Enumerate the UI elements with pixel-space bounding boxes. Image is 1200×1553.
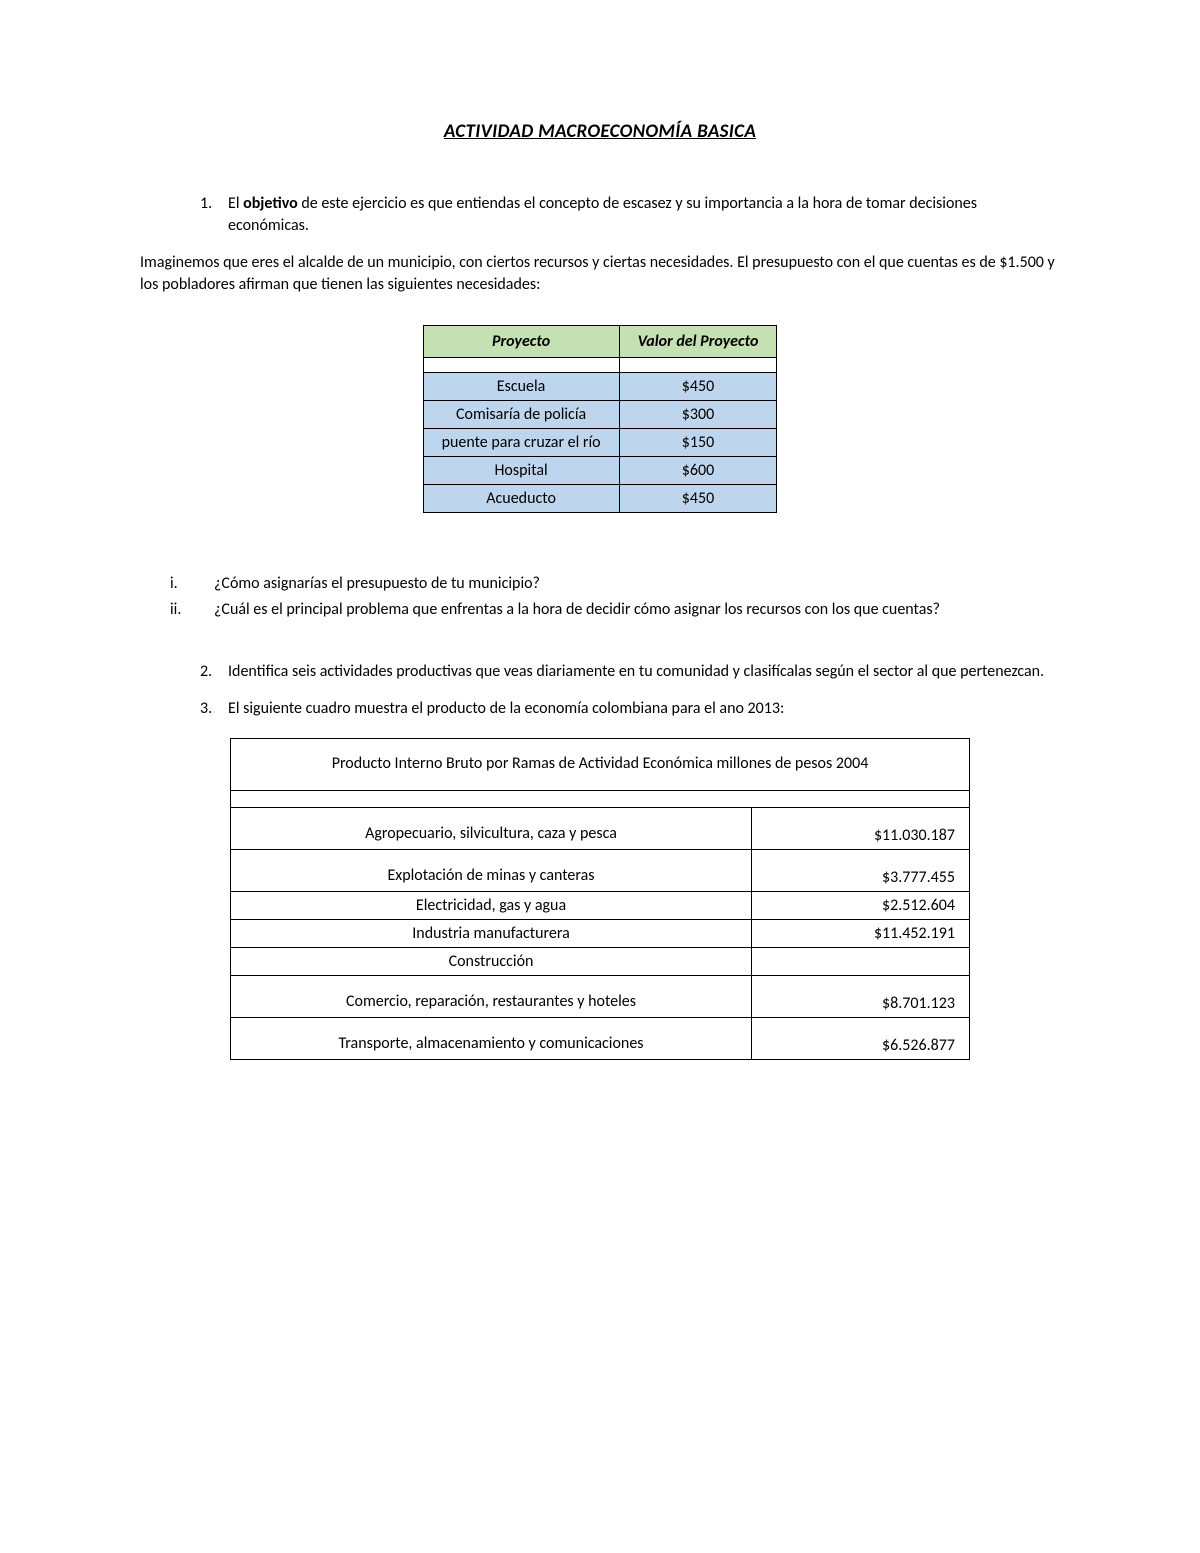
bold-text: objetivo <box>243 194 298 213</box>
list-number: 1. <box>200 193 228 238</box>
pib-value-cell: $6.526.877 <box>752 1017 970 1059</box>
document-title: ACTIVIDAD MACROECONOMÍA BASICA <box>140 120 1060 143</box>
table-cell: $300 <box>619 400 777 428</box>
table-header: Proyecto <box>423 325 619 357</box>
roman-questions: i. ¿Cómo asignarías el presupuesto de tu… <box>140 573 1060 622</box>
document-page: ACTIVIDAD MACROECONOMÍA BASICA 1. El obj… <box>0 0 1200 1553</box>
pib-table: Producto Interno Bruto por Ramas de Acti… <box>230 738 970 1059</box>
pib-value-cell: $2.512.604 <box>752 891 970 919</box>
roman-numeral: i. <box>170 573 214 595</box>
scenario-paragraph: Imaginemos que eres el alcalde de un mun… <box>140 252 1060 297</box>
pib-value-cell: $11.452.191 <box>752 919 970 947</box>
projects-table: ProyectoValor del ProyectoEscuela$450Com… <box>423 325 778 513</box>
table-cell: $450 <box>619 372 777 400</box>
pib-value-cell: $8.701.123 <box>752 975 970 1017</box>
roman-text: ¿Cuál es el principal problema que enfre… <box>214 599 940 621</box>
roman-item-ii: ii. ¿Cuál es el principal problema que e… <box>170 599 1060 621</box>
roman-text: ¿Cómo asignarías el presupuesto de tu mu… <box>214 573 540 595</box>
pib-sector-cell: Electricidad, gas y agua <box>231 891 752 919</box>
table-header: Valor del Proyecto <box>619 325 777 357</box>
pib-sector-cell: Explotación de minas y canteras <box>231 849 752 891</box>
table-cell: $450 <box>619 484 777 512</box>
list-item-2: 2. Identifica seis actividades productiv… <box>200 661 1060 683</box>
table-cell: Escuela <box>423 372 619 400</box>
pib-table-title: Producto Interno Bruto por Ramas de Acti… <box>231 739 970 790</box>
pib-value-cell <box>752 947 970 975</box>
pib-sector-cell: Comercio, reparación, restaurantes y hot… <box>231 975 752 1017</box>
projects-table-wrap: ProyectoValor del ProyectoEscuela$450Com… <box>140 325 1060 513</box>
pib-sector-cell: Agropecuario, silvicultura, caza y pesca <box>231 807 752 849</box>
table-cell: Hospital <box>423 456 619 484</box>
text-fragment: El <box>228 194 243 213</box>
text-fragment: de este ejercicio es que entiendas el co… <box>228 194 977 235</box>
pib-table-wrap: Producto Interno Bruto por Ramas de Acti… <box>140 738 1060 1059</box>
table-cell: $150 <box>619 428 777 456</box>
list-item-3: 3. El siguiente cuadro muestra el produc… <box>200 698 1060 720</box>
table-cell: Acueducto <box>423 484 619 512</box>
table-cell: puente para cruzar el río <box>423 428 619 456</box>
pib-sector-cell: Transporte, almacenamiento y comunicacio… <box>231 1017 752 1059</box>
pib-value-cell: $3.777.455 <box>752 849 970 891</box>
table-cell: $600 <box>619 456 777 484</box>
pib-sector-cell: Industria manufacturera <box>231 919 752 947</box>
roman-item-i: i. ¿Cómo asignarías el presupuesto de tu… <box>170 573 1060 595</box>
list-text: El objetivo de este ejercicio es que ent… <box>228 193 1060 238</box>
list-number: 3. <box>200 698 228 720</box>
roman-numeral: ii. <box>170 599 214 621</box>
table-cell: Comisaría de policía <box>423 400 619 428</box>
list-number: 2. <box>200 661 228 683</box>
pib-sector-cell: Construcción <box>231 947 752 975</box>
pib-value-cell: $11.030.187 <box>752 807 970 849</box>
list-text: El siguiente cuadro muestra el producto … <box>228 698 784 720</box>
list-text: Identifica seis actividades productivas … <box>228 661 1044 683</box>
list-item-1: 1. El objetivo de este ejercicio es que … <box>200 193 1060 238</box>
